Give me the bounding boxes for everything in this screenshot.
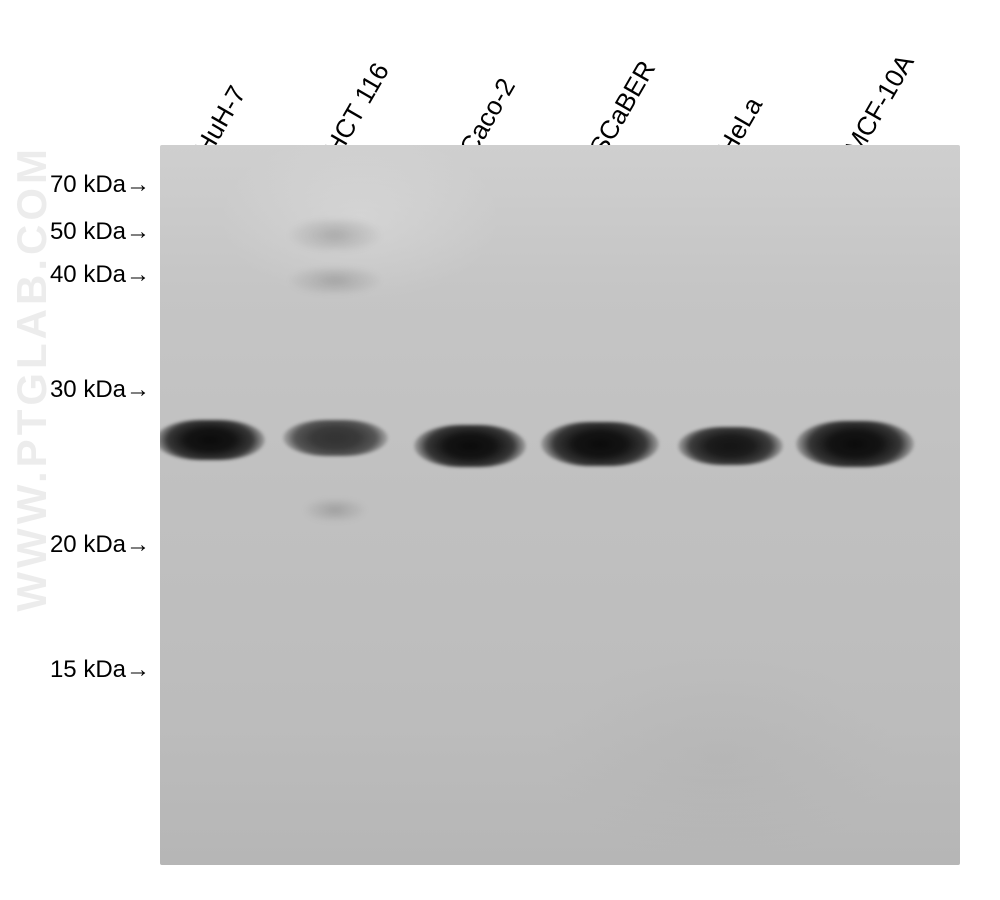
marker-label: 50 kDa→: [0, 218, 150, 246]
marker-label: 30 kDa→: [0, 376, 150, 404]
faint-band: [305, 500, 365, 520]
blot-container: WWW.PTGLAB.COM HuH-7HCT 116Caco-2SCaBERH…: [0, 0, 1000, 900]
marker-label: 40 kDa→: [0, 261, 150, 289]
protein-band: [160, 420, 265, 460]
protein-band: [541, 422, 659, 466]
protein-band: [414, 425, 526, 467]
faint-band: [290, 268, 380, 293]
protein-band: [796, 421, 914, 467]
marker-label: 20 kDa→: [0, 531, 150, 559]
protein-band: [678, 427, 783, 465]
faint-band: [290, 220, 380, 250]
lane-labels-group: HuH-7HCT 116Caco-2SCaBERHeLaMCF-10A: [0, 0, 1000, 150]
marker-label: 15 kDa→: [0, 656, 150, 684]
protein-band: [283, 420, 388, 456]
blot-membrane: [160, 145, 960, 865]
marker-label: 70 kDa→: [0, 171, 150, 199]
